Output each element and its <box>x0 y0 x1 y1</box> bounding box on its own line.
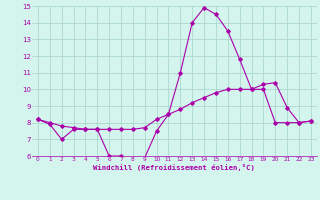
X-axis label: Windchill (Refroidissement éolien,°C): Windchill (Refroidissement éolien,°C) <box>93 164 255 171</box>
